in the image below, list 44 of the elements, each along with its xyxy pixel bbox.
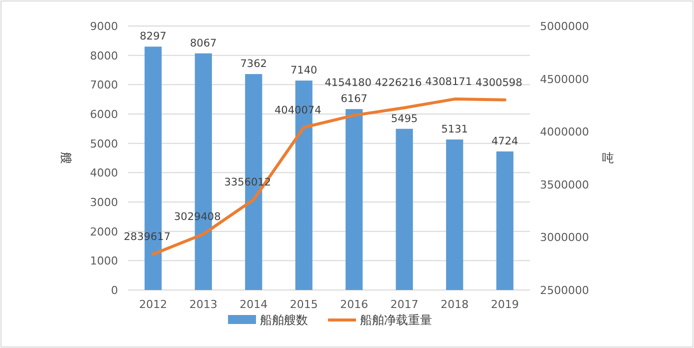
y-tick-label: 5000 [90,137,118,150]
x-tick-label: 2016 [340,298,368,311]
y-tick-label: 8000 [90,49,118,62]
bar [396,128,413,290]
x-tick-label: 2012 [139,298,168,311]
y2-tick-label: 3000000 [540,231,589,244]
y-tick-label: 2000 [90,225,118,238]
data-label: 8067 [190,37,217,50]
data-label: 4724 [492,135,519,148]
y-axis-title: 艘 [59,152,73,164]
data-label: 5495 [391,112,418,125]
y2-tick-label: 4000000 [540,126,589,139]
x-tick-label: 2014 [240,298,268,311]
y-tick-label: 9000 [90,20,118,33]
y-tick-label: 7000 [90,78,118,92]
data-label: 7140 [290,64,318,77]
data-label: 7362 [240,58,267,70]
data-label: 4300598 [475,76,522,89]
y2-tick-label: 3500000 [540,178,589,192]
y2-axis-title: 吨 [602,151,614,165]
data-label: 4308171 [425,76,472,88]
bar [446,139,464,290]
legend-label: 船舶净载重量 [360,313,432,327]
bar [496,151,514,290]
x-tick-label: 2017 [390,298,418,311]
y2-tick-label: 4500000 [540,72,589,86]
legend-label: 船舶艘数 [260,313,308,327]
x-tick-label: 2015 [290,298,318,311]
y-tick-label: 3000 [90,196,118,209]
y-tick-label: 1000 [90,254,118,268]
y-tick-label: 6000 [90,108,118,121]
x-tick-label: 2013 [189,298,218,311]
data-label: 8297 [140,30,166,43]
data-label: 4226216 [374,77,422,90]
data-label: 6167 [340,93,368,106]
y-tick-label: 0 [111,284,118,297]
x-tick-label: 2018 [440,298,469,311]
data-label: 4154180 [324,77,372,90]
y2-tick-label: 2500000 [540,284,589,297]
bar [346,109,363,290]
y-tick-label: 4000 [90,166,118,180]
data-label: 5131 [441,123,468,136]
y2-tick-label: 5000000 [540,20,589,33]
x-tick-label: 2019 [490,298,519,311]
